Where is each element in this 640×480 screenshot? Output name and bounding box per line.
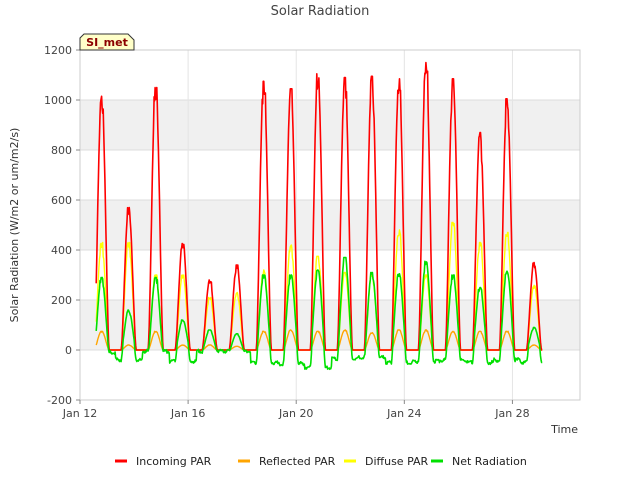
x-tick-label: Jan 16 <box>170 407 205 420</box>
x-tick-label: Jan 20 <box>278 407 313 420</box>
background-band <box>80 100 580 150</box>
y-tick: 1200 <box>44 44 80 57</box>
x-tick: Jan 16 <box>170 400 205 420</box>
legend-label: Incoming PAR <box>136 455 212 468</box>
badge-label: SI_met <box>86 36 128 49</box>
legend-item: Incoming PAR <box>115 455 212 468</box>
y-tick: -200 <box>47 394 80 407</box>
y-tick: 1000 <box>44 94 80 107</box>
y-tick-label: 200 <box>51 294 72 307</box>
series-line-incoming-par <box>95 61 543 351</box>
y-tick-label: -200 <box>47 394 72 407</box>
y-tick-label: 1000 <box>44 94 72 107</box>
x-tick-label: Jan 28 <box>494 407 529 420</box>
y-tick: 200 <box>51 294 80 307</box>
legend-label: Diffuse PAR <box>365 455 429 468</box>
y-tick: 800 <box>51 144 80 157</box>
background-band <box>80 200 580 250</box>
legend-label: Reflected PAR <box>259 455 336 468</box>
x-tick: Jan 20 <box>278 400 313 420</box>
legend-label: Net Radiation <box>452 455 527 468</box>
y-tick-label: 0 <box>65 344 72 357</box>
y-axis-label: Solar Radiation (W/m2 or um/m2/s) <box>8 128 21 323</box>
x-tick-label: Jan 24 <box>386 407 421 420</box>
y-tick-label: 600 <box>51 194 72 207</box>
background-band <box>80 300 580 350</box>
y-tick-label: 400 <box>51 244 72 257</box>
badge-box <box>79 33 135 51</box>
y-tick-label: 800 <box>51 144 72 157</box>
x-axis-label: Time <box>550 423 578 436</box>
series-layer <box>95 61 543 371</box>
legend: Incoming PAR Reflected PAR Diffuse PAR Net … <box>115 455 527 468</box>
y-tick: 400 <box>51 244 80 257</box>
x-tick: Jan 24 <box>386 400 422 420</box>
legend-item: Net Radiation <box>431 455 527 468</box>
y-axis-ticks: -200 0 200 400 600 800 1000 1200 <box>44 44 80 407</box>
x-axis-ticks: Jan 12 Jan 16 Jan 20 Jan 24 Jan 28 <box>62 400 530 420</box>
y-tick: 0 <box>65 344 80 357</box>
x-tick: Jan 28 <box>494 400 530 420</box>
y-tick-label: 1200 <box>44 44 72 57</box>
legend-item: Reflected PAR <box>238 455 336 468</box>
chart-title: Solar Radiation <box>271 4 370 19</box>
x-tick: Jan 12 <box>62 400 97 420</box>
y-tick: 600 <box>51 194 80 207</box>
x-tick-label: Jan 12 <box>62 407 97 420</box>
station-badge: SI_met <box>79 33 135 51</box>
plot-background <box>80 50 580 400</box>
plot-border <box>79 49 581 401</box>
legend-item: Diffuse PAR <box>344 455 429 468</box>
series-line-net-radiation <box>95 256 543 371</box>
